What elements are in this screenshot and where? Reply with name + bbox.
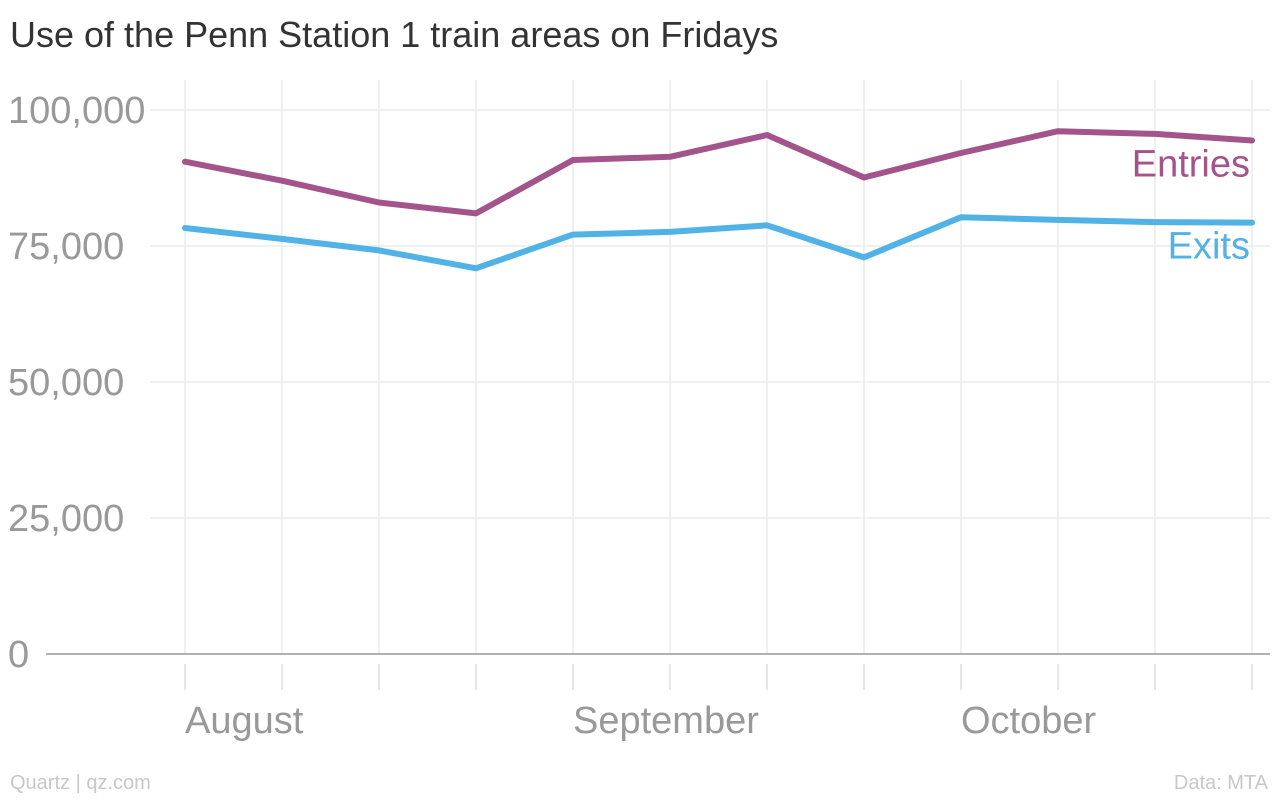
chart-title: Use of the Penn Station 1 train areas on…	[10, 14, 779, 55]
series-labels: Entries Exits	[1132, 143, 1250, 267]
footer-source-right: Data: MTA	[1173, 772, 1268, 794]
y-tick-label: 75,000	[8, 226, 124, 268]
x-axis: August September October	[184, 664, 1253, 742]
footer-source-left: Quartz | qz.com	[10, 772, 151, 794]
y-tick-label: 100,000	[8, 90, 145, 132]
series-line-exits	[182, 214, 1255, 272]
y-tick-label: 50,000	[8, 362, 124, 404]
y-tick-label: 25,000	[8, 498, 124, 540]
y-axis: 0 25,000 50,000 75,000 100,000	[8, 90, 145, 676]
grid-lines	[46, 80, 1270, 655]
series-lines	[182, 128, 1255, 272]
x-tick-label: September	[573, 700, 759, 742]
x-tick-label: August	[185, 700, 304, 742]
series-label-exits: Exits	[1168, 226, 1250, 268]
x-tick-label: October	[961, 700, 1097, 742]
series-line-entries	[182, 128, 1255, 217]
series-label-entries: Entries	[1132, 143, 1250, 185]
y-tick-label: 0	[8, 634, 29, 676]
